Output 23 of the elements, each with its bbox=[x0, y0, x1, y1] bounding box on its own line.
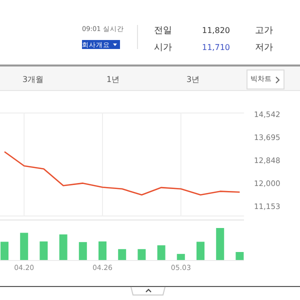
bar bbox=[216, 228, 224, 260]
text: 고가 bbox=[255, 26, 273, 36]
bar bbox=[176, 254, 185, 260]
line-series bbox=[4, 151, 240, 196]
bar bbox=[20, 232, 28, 260]
bar bbox=[78, 242, 87, 260]
bar bbox=[40, 241, 48, 260]
bar bbox=[59, 234, 68, 260]
text: 저가 bbox=[255, 43, 273, 53]
text: 11,710 bbox=[202, 43, 230, 52]
bar bbox=[236, 252, 244, 260]
bar bbox=[138, 249, 146, 260]
text: 11,820 bbox=[202, 26, 230, 35]
text: 시가 bbox=[154, 43, 172, 53]
text: 전일 bbox=[154, 26, 172, 36]
bar bbox=[196, 242, 204, 260]
text: 1년 bbox=[106, 75, 120, 84]
text: 3년 bbox=[186, 75, 200, 84]
text: 3개월 bbox=[22, 75, 44, 84]
bar bbox=[118, 249, 126, 260]
bar bbox=[157, 245, 166, 260]
bar bbox=[98, 241, 106, 260]
bar bbox=[0, 242, 8, 260]
